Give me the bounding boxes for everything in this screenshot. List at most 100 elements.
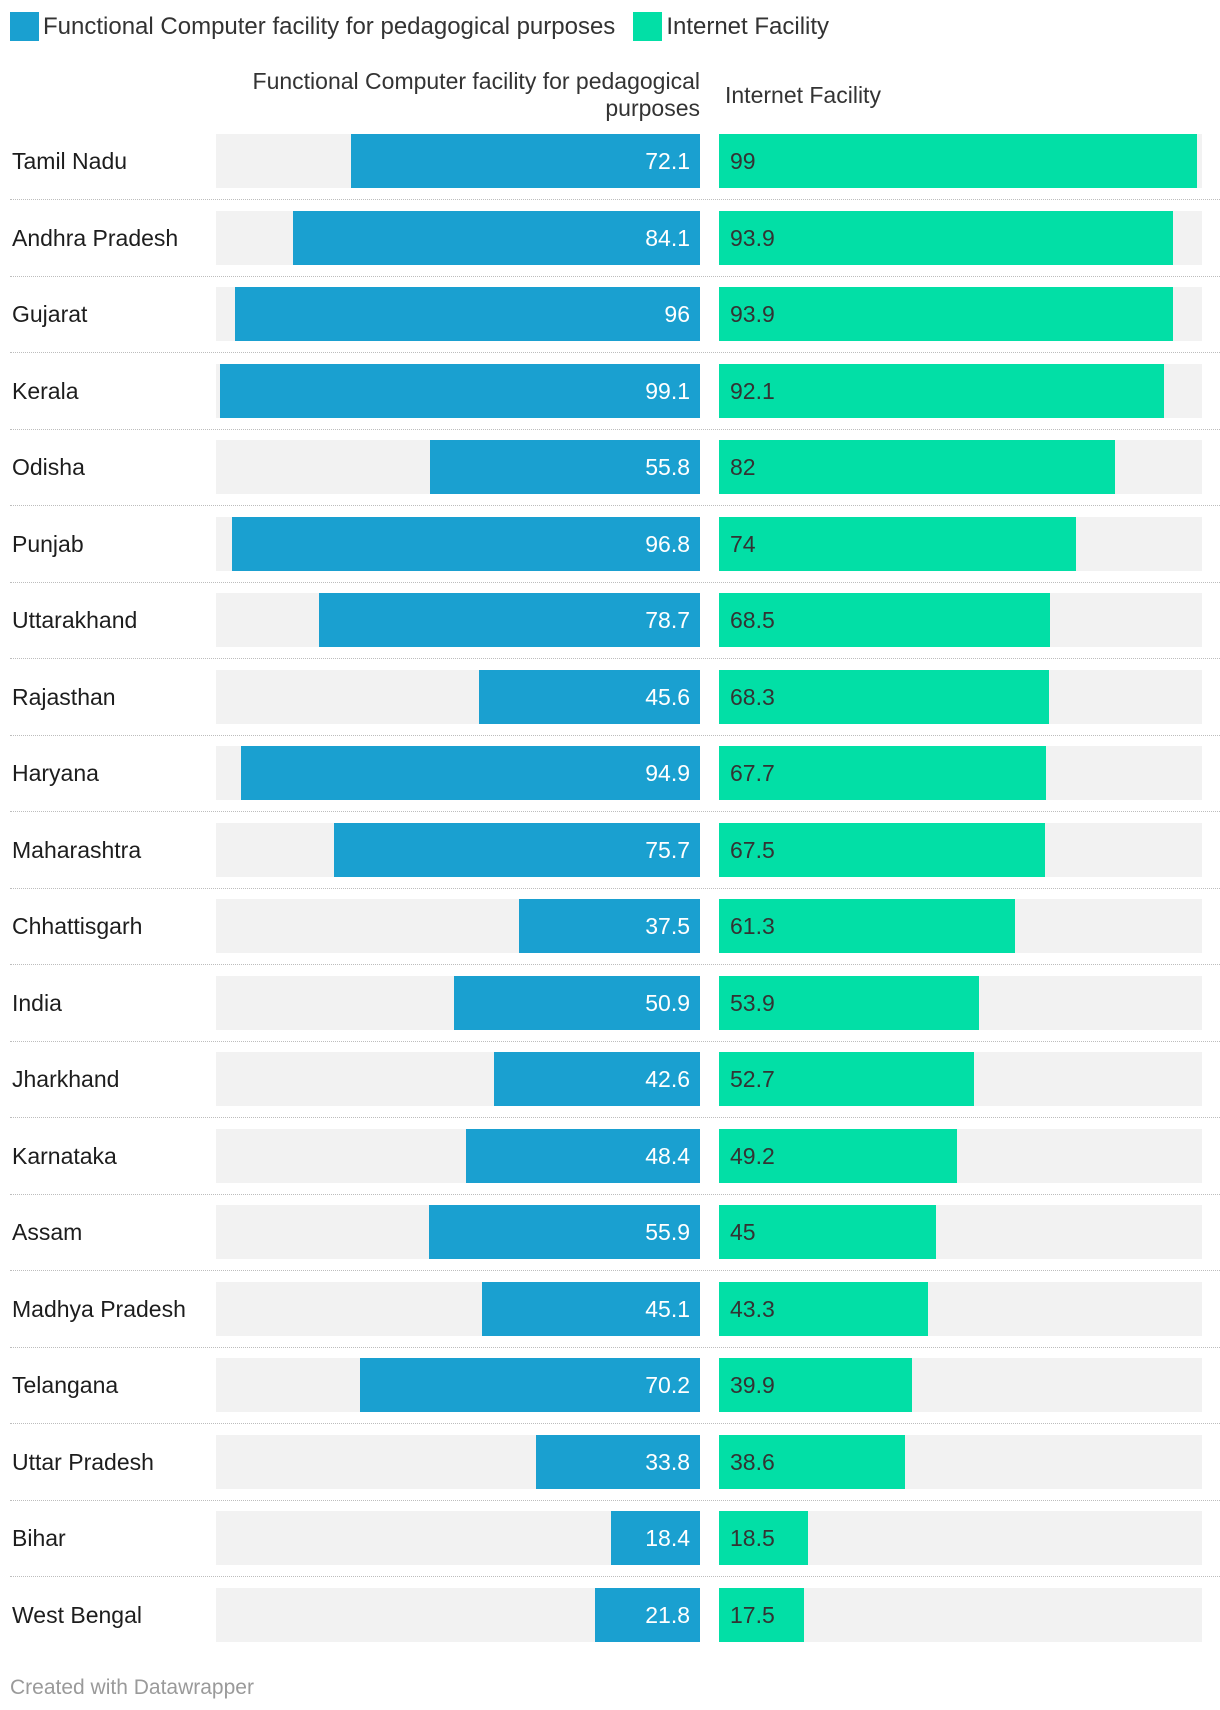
category-label: Rajasthan [12,683,116,710]
bar-track-computer: 75.7 [216,822,700,877]
bar-computer[interactable]: 96.8 [231,516,700,571]
column-header-computer: Functional Computer facility for pedagog… [252,68,700,121]
value-label-computer: 55.9 [645,1219,690,1245]
row-divider [10,199,1220,200]
legend-item-internet[interactable]: Internet Facility [633,12,829,41]
bar-track-computer: 99.1 [216,363,700,418]
bar-track-computer: 45.6 [216,669,700,724]
bar-computer[interactable]: 37.5 [518,899,700,953]
value-label-internet: 61.3 [730,913,775,939]
bar-computer[interactable]: 55.9 [429,1205,700,1259]
bar-internet[interactable]: 74 [719,516,1077,571]
row-divider [10,581,1220,583]
category-label: Tamil Nadu [12,148,128,174]
bar-track-internet: 49.2 [719,1128,1202,1183]
bar-computer[interactable]: 70.2 [360,1358,700,1412]
value-label-internet: 39.9 [730,1372,775,1398]
bar-track-computer: 50.9 [216,975,700,1030]
bar-computer[interactable]: 78.7 [319,593,700,647]
row-divider [10,1270,1220,1271]
bar-computer[interactable]: 18.4 [610,1511,700,1565]
bar-internet[interactable]: 52.7 [719,1052,974,1106]
bar-internet[interactable]: 43.3 [719,1281,929,1336]
bar-internet[interactable]: 53.9 [719,975,980,1030]
chart-row: Rajasthan 45.6 68.3 [0,669,1220,746]
legend-item-computer[interactable]: Functional Computer facility for pedagog… [10,12,615,41]
row-divider [10,428,1220,430]
category-label: Madhya Pradesh [12,1295,186,1322]
bar-track-internet: 68.3 [719,669,1202,724]
value-label-computer: 50.9 [645,989,690,1016]
category-label: Punjab [12,530,84,557]
chart-row: Assam 55.9 45 [0,1205,1220,1281]
bar-computer[interactable]: 33.8 [536,1434,700,1489]
bar-computer[interactable]: 50.9 [453,975,700,1030]
bar-internet[interactable]: 68.5 [719,593,1050,647]
bar-computer[interactable]: 55.8 [429,440,700,494]
bar-track-computer: 78.7 [216,593,700,647]
bar-internet[interactable]: 67.5 [719,822,1046,877]
bar-track-internet: 17.5 [719,1587,1202,1642]
chart-row: Punjab 96.8 74 [0,516,1220,593]
bar-track-computer: 21.8 [216,1587,700,1642]
bar-internet[interactable]: 18.5 [719,1511,809,1565]
category-label: West Bengal [12,1601,142,1628]
value-label-internet: 43.3 [730,1295,775,1322]
bar-computer[interactable]: 48.4 [465,1128,700,1183]
bar-computer[interactable]: 21.8 [594,1587,700,1642]
bar-computer[interactable]: 94.9 [240,746,700,800]
chart-row: Haryana 94.9 67.7 [0,746,1220,822]
value-label-computer: 78.7 [645,607,690,633]
bar-track-internet: 43.3 [719,1281,1202,1336]
category-label: Uttarakhand [12,607,138,633]
value-label-computer: 70.2 [645,1372,690,1398]
bar-track-internet: 45 [719,1205,1202,1259]
row-divider [10,1576,1220,1577]
bar-internet[interactable]: 68.3 [719,669,1049,724]
value-label-computer: 37.5 [645,913,690,939]
chart-row: Karnataka 48.4 49.2 [0,1128,1220,1205]
chart-row: Kerala 99.1 92.1 [0,363,1220,440]
legend-label-internet: Internet Facility [666,12,830,40]
row-divider [10,1117,1220,1118]
row-divider [10,1499,1220,1501]
row-divider [10,1193,1220,1195]
bar-internet[interactable]: 39.9 [719,1358,912,1412]
bar-internet[interactable]: 82 [719,440,1116,494]
footer-credit: Created with Datawrapper [10,1676,254,1699]
value-label-computer: 75.7 [645,836,690,863]
chart-row: Telangana 70.2 39.9 [0,1358,1220,1434]
bar-internet[interactable]: 67.7 [719,746,1046,800]
value-label-internet: 93.9 [730,301,775,327]
bar-track-internet: 52.7 [719,1052,1202,1106]
chart-row: Bihar 18.4 18.5 [0,1511,1220,1587]
row-divider [10,811,1220,812]
value-label-internet: 74 [730,530,756,557]
bar-internet[interactable]: 99 [719,134,1198,188]
bar-internet[interactable]: 61.3 [719,899,1016,953]
bar-internet[interactable]: 92.1 [719,363,1164,418]
bar-internet[interactable]: 93.9 [719,210,1173,265]
bar-computer[interactable]: 84.1 [292,210,700,265]
bar-track-computer: 42.6 [216,1052,700,1106]
row-divider [10,1346,1220,1348]
bar-internet[interactable]: 93.9 [719,287,1173,341]
category-label: Assam [12,1219,83,1245]
bar-computer[interactable]: 75.7 [333,822,700,877]
bar-internet[interactable]: 17.5 [719,1587,804,1642]
bar-internet[interactable]: 45 [719,1205,937,1259]
value-label-internet: 67.5 [730,836,775,863]
bar-computer[interactable]: 42.6 [493,1052,700,1106]
bar-computer[interactable]: 96 [235,287,700,341]
bar-computer[interactable]: 45.1 [481,1281,700,1336]
bar-track-computer: 84.1 [216,210,700,265]
value-label-internet: 49.2 [730,1142,775,1169]
bar-track-internet: 53.9 [719,975,1202,1030]
bar-computer[interactable]: 72.1 [351,134,700,188]
bar-computer[interactable]: 99.1 [220,363,700,418]
bar-internet[interactable]: 38.6 [719,1434,906,1489]
value-label-internet: 68.5 [730,607,775,633]
bar-internet[interactable]: 49.2 [719,1128,957,1183]
value-label-internet: 82 [730,454,756,480]
bar-computer[interactable]: 45.6 [479,669,700,724]
